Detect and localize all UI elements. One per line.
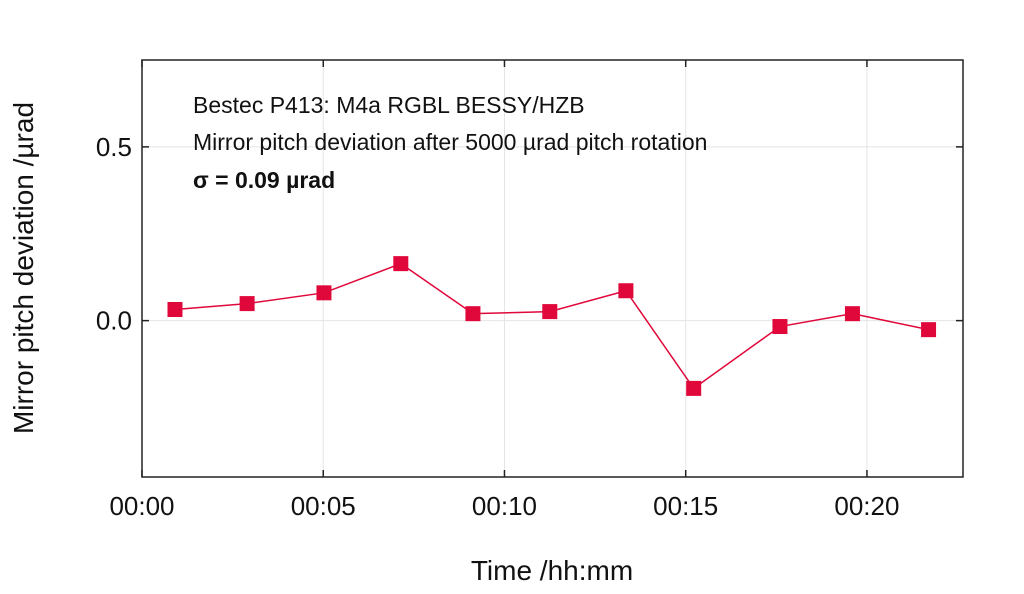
y-tick-label: 0.0: [96, 306, 132, 336]
x-tick-label: 00:05: [291, 491, 356, 521]
x-tick-label: 00:20: [834, 491, 899, 521]
sigma-annotation: σ = 0.09 µrad: [193, 167, 335, 193]
x-tick-label: 00:10: [472, 491, 537, 521]
grid: [142, 60, 963, 477]
data-point: [844, 306, 860, 322]
data-point: [167, 302, 183, 318]
ticks: 00:00 00:05 00:10 00:15 00:20 0.0 0.5: [96, 60, 963, 521]
data-point: [921, 322, 937, 338]
series-line: [174, 262, 929, 390]
plot-frame: [141, 59, 964, 478]
data-point: [465, 306, 481, 322]
y-tick-label: 0.5: [96, 132, 132, 162]
data-point: [393, 256, 409, 272]
data-point: [772, 319, 788, 335]
data-point: [542, 304, 558, 320]
y-axis-label: Mirror pitch deviation /µrad: [8, 102, 39, 434]
data-point: [618, 283, 634, 299]
data-point: [239, 296, 255, 312]
data-point: [686, 380, 702, 396]
x-tick-label: 00:00: [109, 491, 174, 521]
chart-title-line-2: Mirror pitch deviation after 5000 µrad p…: [193, 129, 707, 155]
chart-title-line-1: Bestec P413: M4a RGBL BESSY/HZB: [193, 92, 585, 118]
x-axis-label: Time /hh:mm: [471, 555, 633, 586]
data-point: [316, 285, 332, 301]
x-tick-label: 00:15: [653, 491, 718, 521]
series: [167, 256, 937, 396]
